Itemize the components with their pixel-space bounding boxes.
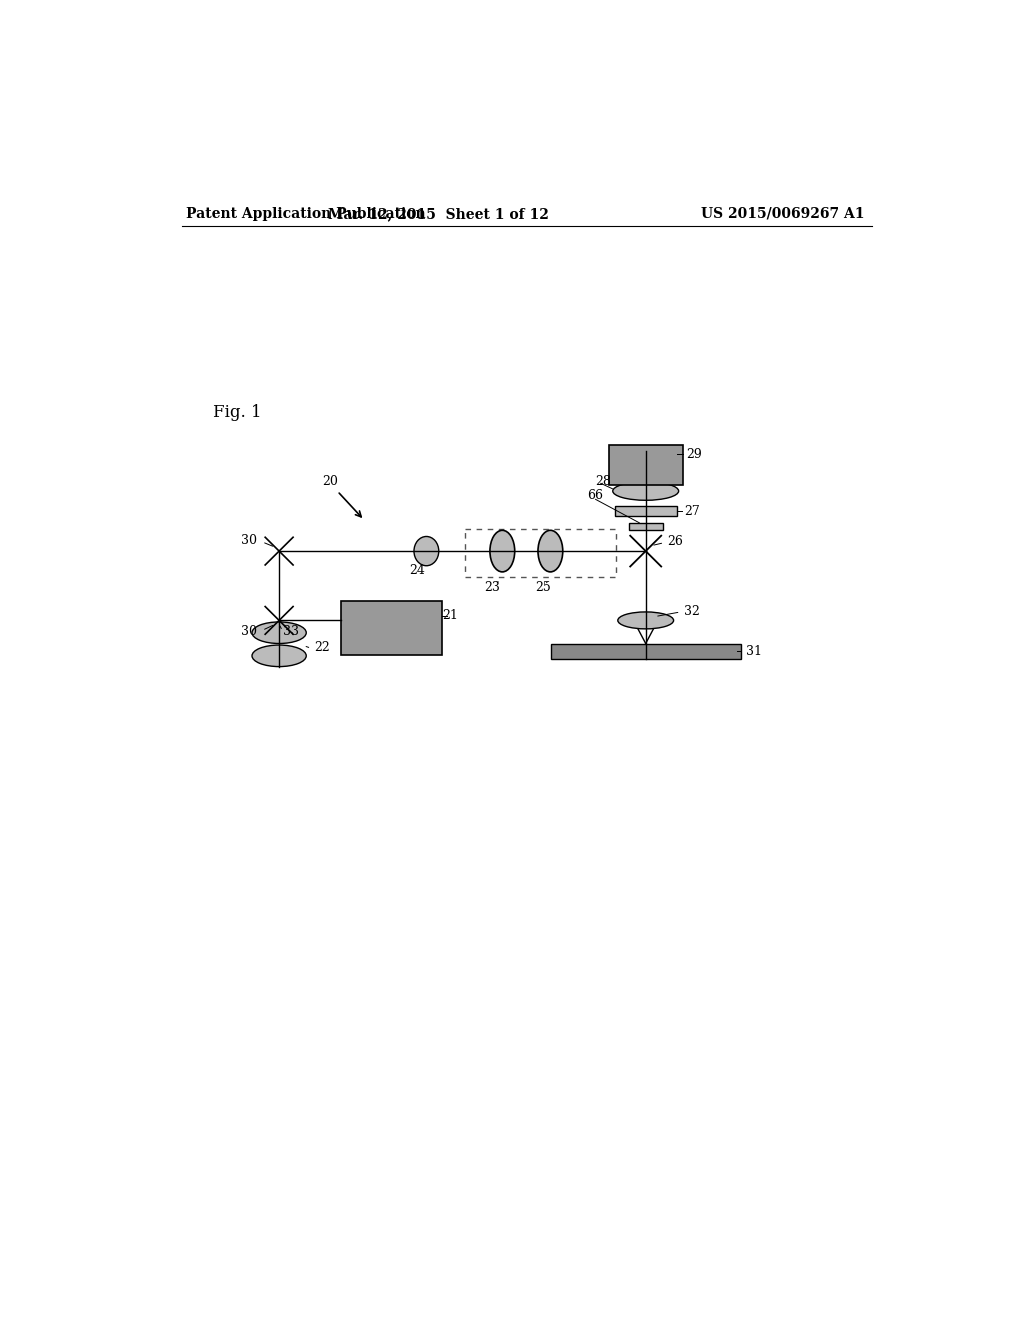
- Ellipse shape: [252, 645, 306, 667]
- Ellipse shape: [538, 531, 563, 572]
- Text: 30: 30: [242, 626, 257, 639]
- Text: 33: 33: [283, 624, 299, 638]
- Text: 28: 28: [595, 475, 611, 488]
- Text: Fig. 1: Fig. 1: [213, 404, 262, 421]
- Text: 20: 20: [322, 475, 338, 488]
- Text: 31: 31: [746, 644, 763, 657]
- Text: 23: 23: [484, 581, 500, 594]
- Bar: [609, 445, 683, 484]
- Text: 27: 27: [684, 504, 700, 517]
- Ellipse shape: [612, 482, 679, 500]
- Text: Mar. 12, 2015  Sheet 1 of 12: Mar. 12, 2015 Sheet 1 of 12: [328, 207, 549, 220]
- Text: 66: 66: [588, 490, 603, 502]
- Text: 29: 29: [686, 447, 701, 461]
- Text: 30: 30: [242, 533, 257, 546]
- Ellipse shape: [252, 622, 306, 644]
- Bar: [614, 506, 677, 516]
- Text: 32: 32: [684, 605, 700, 618]
- Bar: [551, 644, 741, 659]
- Ellipse shape: [414, 536, 438, 566]
- Text: 21: 21: [442, 610, 459, 622]
- Text: 22: 22: [314, 640, 330, 653]
- Text: 26: 26: [668, 536, 683, 548]
- Text: US 2015/0069267 A1: US 2015/0069267 A1: [700, 207, 864, 220]
- Bar: [465, 529, 616, 577]
- Text: 24: 24: [410, 564, 425, 577]
- Text: 25: 25: [535, 581, 551, 594]
- Bar: [629, 523, 663, 531]
- Text: Patent Application Publication: Patent Application Publication: [186, 207, 426, 220]
- Bar: [341, 601, 442, 655]
- Ellipse shape: [617, 612, 674, 628]
- Ellipse shape: [489, 531, 515, 572]
